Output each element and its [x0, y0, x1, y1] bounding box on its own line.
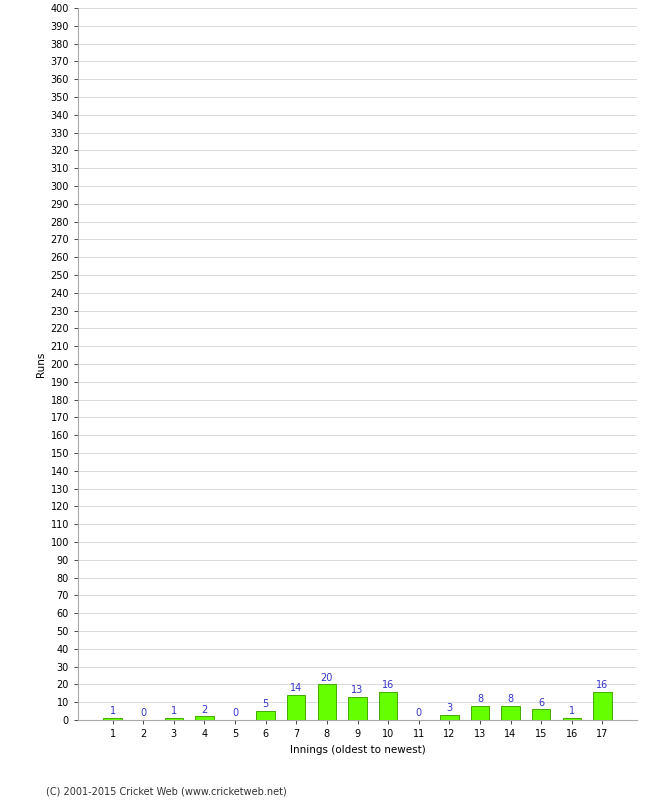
Bar: [257, 711, 275, 720]
Bar: [532, 710, 551, 720]
X-axis label: Innings (oldest to newest): Innings (oldest to newest): [290, 745, 425, 754]
Text: 1: 1: [171, 706, 177, 717]
Text: 6: 6: [538, 698, 544, 707]
Text: 3: 3: [447, 703, 452, 713]
Y-axis label: Runs: Runs: [36, 351, 46, 377]
Text: 16: 16: [382, 680, 395, 690]
Bar: [348, 697, 367, 720]
Bar: [593, 691, 612, 720]
Bar: [164, 718, 183, 720]
Text: 13: 13: [352, 685, 363, 695]
Bar: [501, 706, 520, 720]
Bar: [287, 695, 306, 720]
Bar: [471, 706, 489, 720]
Text: 0: 0: [232, 708, 238, 718]
Bar: [563, 718, 581, 720]
Text: (C) 2001-2015 Cricket Web (www.cricketweb.net): (C) 2001-2015 Cricket Web (www.cricketwe…: [46, 786, 286, 796]
Text: 1: 1: [110, 706, 116, 717]
Bar: [379, 691, 397, 720]
Text: 5: 5: [263, 699, 269, 710]
Text: 2: 2: [202, 705, 207, 714]
Bar: [195, 717, 214, 720]
Bar: [103, 718, 122, 720]
Text: 8: 8: [508, 694, 514, 704]
Text: 14: 14: [290, 683, 302, 694]
Text: 0: 0: [140, 708, 146, 718]
Bar: [440, 714, 458, 720]
Text: 0: 0: [415, 708, 422, 718]
Text: 16: 16: [596, 680, 608, 690]
Text: 8: 8: [477, 694, 483, 704]
Bar: [318, 685, 336, 720]
Text: 1: 1: [569, 706, 575, 717]
Text: 20: 20: [320, 673, 333, 682]
